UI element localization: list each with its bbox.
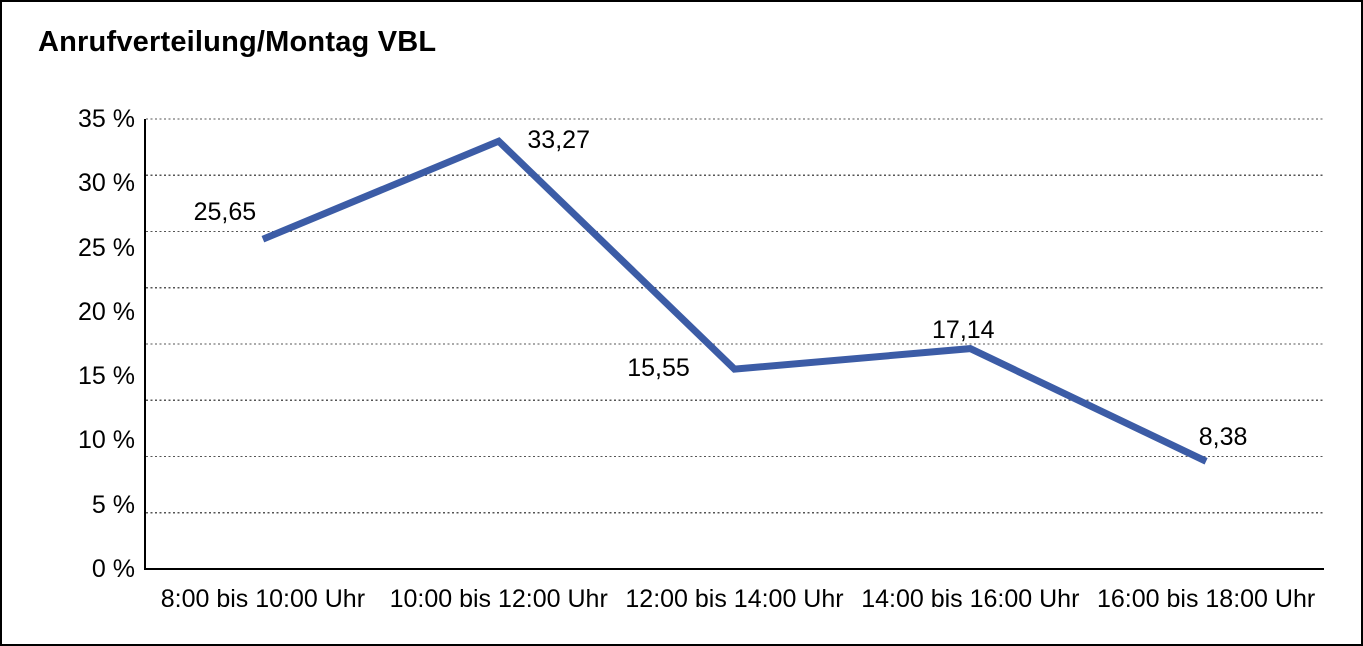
y-tick-label: 5 % <box>91 490 135 519</box>
data-point-label: 33,27 <box>527 126 590 155</box>
data-point-label: 15,55 <box>627 354 690 383</box>
y-tick-label: 20 % <box>78 297 135 326</box>
y-tick-label: 15 % <box>78 362 135 391</box>
x-tick-label: 14:00 bis 16:00 Uhr <box>861 585 1080 613</box>
y-tick-label: 10 % <box>78 426 135 455</box>
y-tick-label: 0 % <box>91 555 135 583</box>
y-tick-label: 35 % <box>78 105 135 133</box>
y-tick-label: 30 % <box>78 169 135 198</box>
y-tick-label: 25 % <box>78 233 135 262</box>
data-point-label: 8,38 <box>1198 423 1248 452</box>
x-tick-label: 12:00 bis 14:00 Uhr <box>625 585 844 613</box>
x-tick-label: 10:00 bis 12:00 Uhr <box>389 585 608 613</box>
data-line-series <box>261 137 1208 465</box>
data-point-label: 25,65 <box>193 198 257 227</box>
chart-title: Anrufverteilung/Montag VBL <box>38 26 437 58</box>
x-tick-label: 8:00 bis 10:00 Uhr <box>160 585 366 613</box>
x-tick-label: 16:00 bis 18:00 Uhr <box>1096 585 1316 613</box>
data-point-label: 17,14 <box>932 315 995 344</box>
